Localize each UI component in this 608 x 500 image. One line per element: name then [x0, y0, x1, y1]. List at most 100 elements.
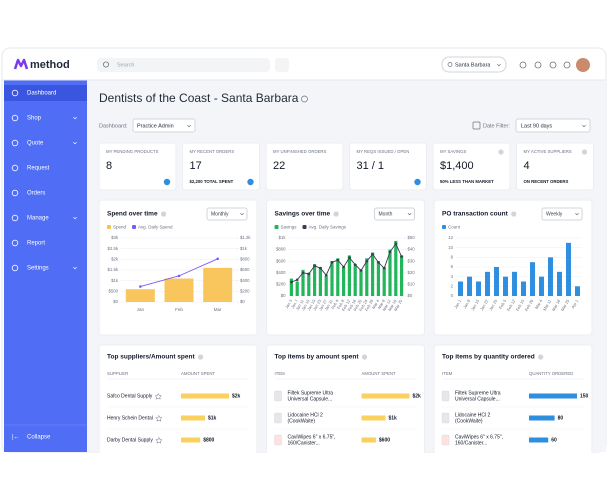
location-selector[interactable]: [441, 56, 507, 73]
favorite-icon[interactable]: [154, 392, 162, 400]
filter-button[interactable]: [275, 58, 289, 72]
kpi-link[interactable]: [414, 178, 421, 186]
period-value: Month: [379, 211, 393, 217]
nav-icon: [11, 239, 19, 247]
row-bar: [529, 393, 577, 399]
help-icon[interactable]: [519, 61, 527, 69]
line-point: [313, 264, 316, 268]
messages-icon[interactable]: [549, 61, 557, 69]
row-name: (CookWaite): [455, 418, 483, 424]
line-point: [359, 269, 363, 272]
x-tick-label: Mar 8: [377, 298, 387, 310]
row-name: Universal Capsule...: [455, 396, 500, 402]
row-value-label: 150: [580, 393, 589, 399]
y-tick-label: $800: [276, 247, 286, 252]
row-value-label: $1k: [389, 415, 398, 421]
row-bar: [361, 393, 410, 399]
cart-icon[interactable]: [563, 61, 571, 69]
period-select[interactable]: [374, 207, 415, 221]
y2-tick-label: $40: [408, 247, 416, 252]
row-name: Filtek Supreme Ultra: [455, 390, 501, 396]
y-tick-label: $400: [276, 270, 286, 275]
nav-item: Orders: [27, 191, 45, 197]
kpi-card: [516, 142, 594, 191]
avatar[interactable]: [576, 58, 590, 72]
y2-tick-label: $10: [408, 282, 416, 287]
notifications-icon[interactable]: [534, 61, 542, 69]
kpi-link[interactable]: [163, 178, 171, 186]
row-bar: [529, 415, 555, 421]
bar: [388, 249, 392, 296]
row-name: Henry Schein Dental: [107, 415, 153, 421]
x-tick-label: Jan 31: [323, 298, 334, 312]
y2-tick-label: $800: [240, 256, 250, 261]
x-tick-label: Jan 19: [306, 298, 317, 312]
x-tick-label: Jan 27: [318, 298, 329, 312]
column-header: ITEM: [442, 371, 453, 376]
collapse[interactable]: Collapse: [27, 435, 51, 441]
bar: [521, 281, 526, 296]
search-box[interactable]: [97, 58, 270, 72]
favorite-icon[interactable]: [155, 414, 163, 422]
row-value-label: $2k: [232, 393, 241, 399]
y-tick-label: $1.5k: [107, 267, 118, 272]
bar: [394, 240, 398, 296]
line-point: [371, 252, 374, 256]
dashboard-select[interactable]: [132, 118, 196, 133]
bar: [289, 278, 293, 296]
date-filter-value: Last 90 days: [521, 123, 552, 129]
bar: [365, 258, 369, 296]
location-icon: [447, 62, 453, 67]
x-tick-label: Jan 3: [284, 298, 294, 310]
kpi-link[interactable]: [247, 178, 254, 186]
x-tick-label: Jan 29: [488, 298, 499, 312]
line-point: [330, 261, 334, 264]
x-tick-label: Feb 24: [358, 298, 369, 312]
bar: [295, 281, 299, 296]
line-point: [388, 250, 392, 254]
info-icon: [511, 211, 517, 217]
chevron: [407, 212, 412, 216]
bar: [575, 286, 580, 296]
x-tick-label: Mar 16: [387, 298, 398, 312]
chevron: [575, 212, 579, 216]
bar: [494, 267, 499, 296]
chart-card: [266, 199, 425, 336]
line-point: [353, 263, 357, 266]
legend-label: Count: [448, 225, 461, 230]
y2-tick-label: $1k: [240, 246, 248, 251]
row-value-label: $600: [379, 437, 390, 443]
y-tick-label: $0: [281, 293, 286, 298]
kpi-label: MY REQS ISSUED / OPEN: [357, 149, 410, 154]
nav-icon: [11, 89, 19, 97]
date-filter-select[interactable]: [515, 118, 591, 133]
line-point: [139, 285, 142, 288]
y-tick-label: $600: [276, 258, 286, 263]
favorite-icon[interactable]: [155, 436, 163, 444]
line-series: [291, 242, 403, 283]
bar: [164, 278, 194, 302]
search-placeholder: Search: [117, 62, 134, 68]
bar: [512, 271, 517, 296]
chart-title: Spend over time: [107, 211, 158, 218]
bar: [485, 271, 490, 296]
x-tick-label: Jan: [137, 307, 145, 312]
x-tick-label: Mar 18: [551, 298, 562, 312]
x-tick-label: Feb 16: [346, 298, 357, 312]
line-point: [324, 273, 328, 277]
bar: [382, 267, 386, 296]
row-bar: [361, 437, 376, 443]
x-tick-label: Jan 1: [453, 298, 463, 310]
line-point: [295, 278, 299, 282]
period-select[interactable]: [206, 207, 248, 221]
x-tick-label: Feb 4: [330, 298, 340, 310]
y2-tick-label: $600: [240, 267, 250, 272]
y-tick-label: $3k: [111, 235, 119, 240]
period-select[interactable]: [541, 207, 583, 221]
nav-icon: [11, 164, 19, 172]
table-title: Top items by quantity ordered: [442, 354, 535, 361]
row-bar: [181, 437, 201, 443]
x-tick-label: Mar 20: [393, 298, 404, 312]
x-tick-label: Feb 12: [506, 298, 517, 312]
item-thumbnail: [274, 390, 282, 402]
